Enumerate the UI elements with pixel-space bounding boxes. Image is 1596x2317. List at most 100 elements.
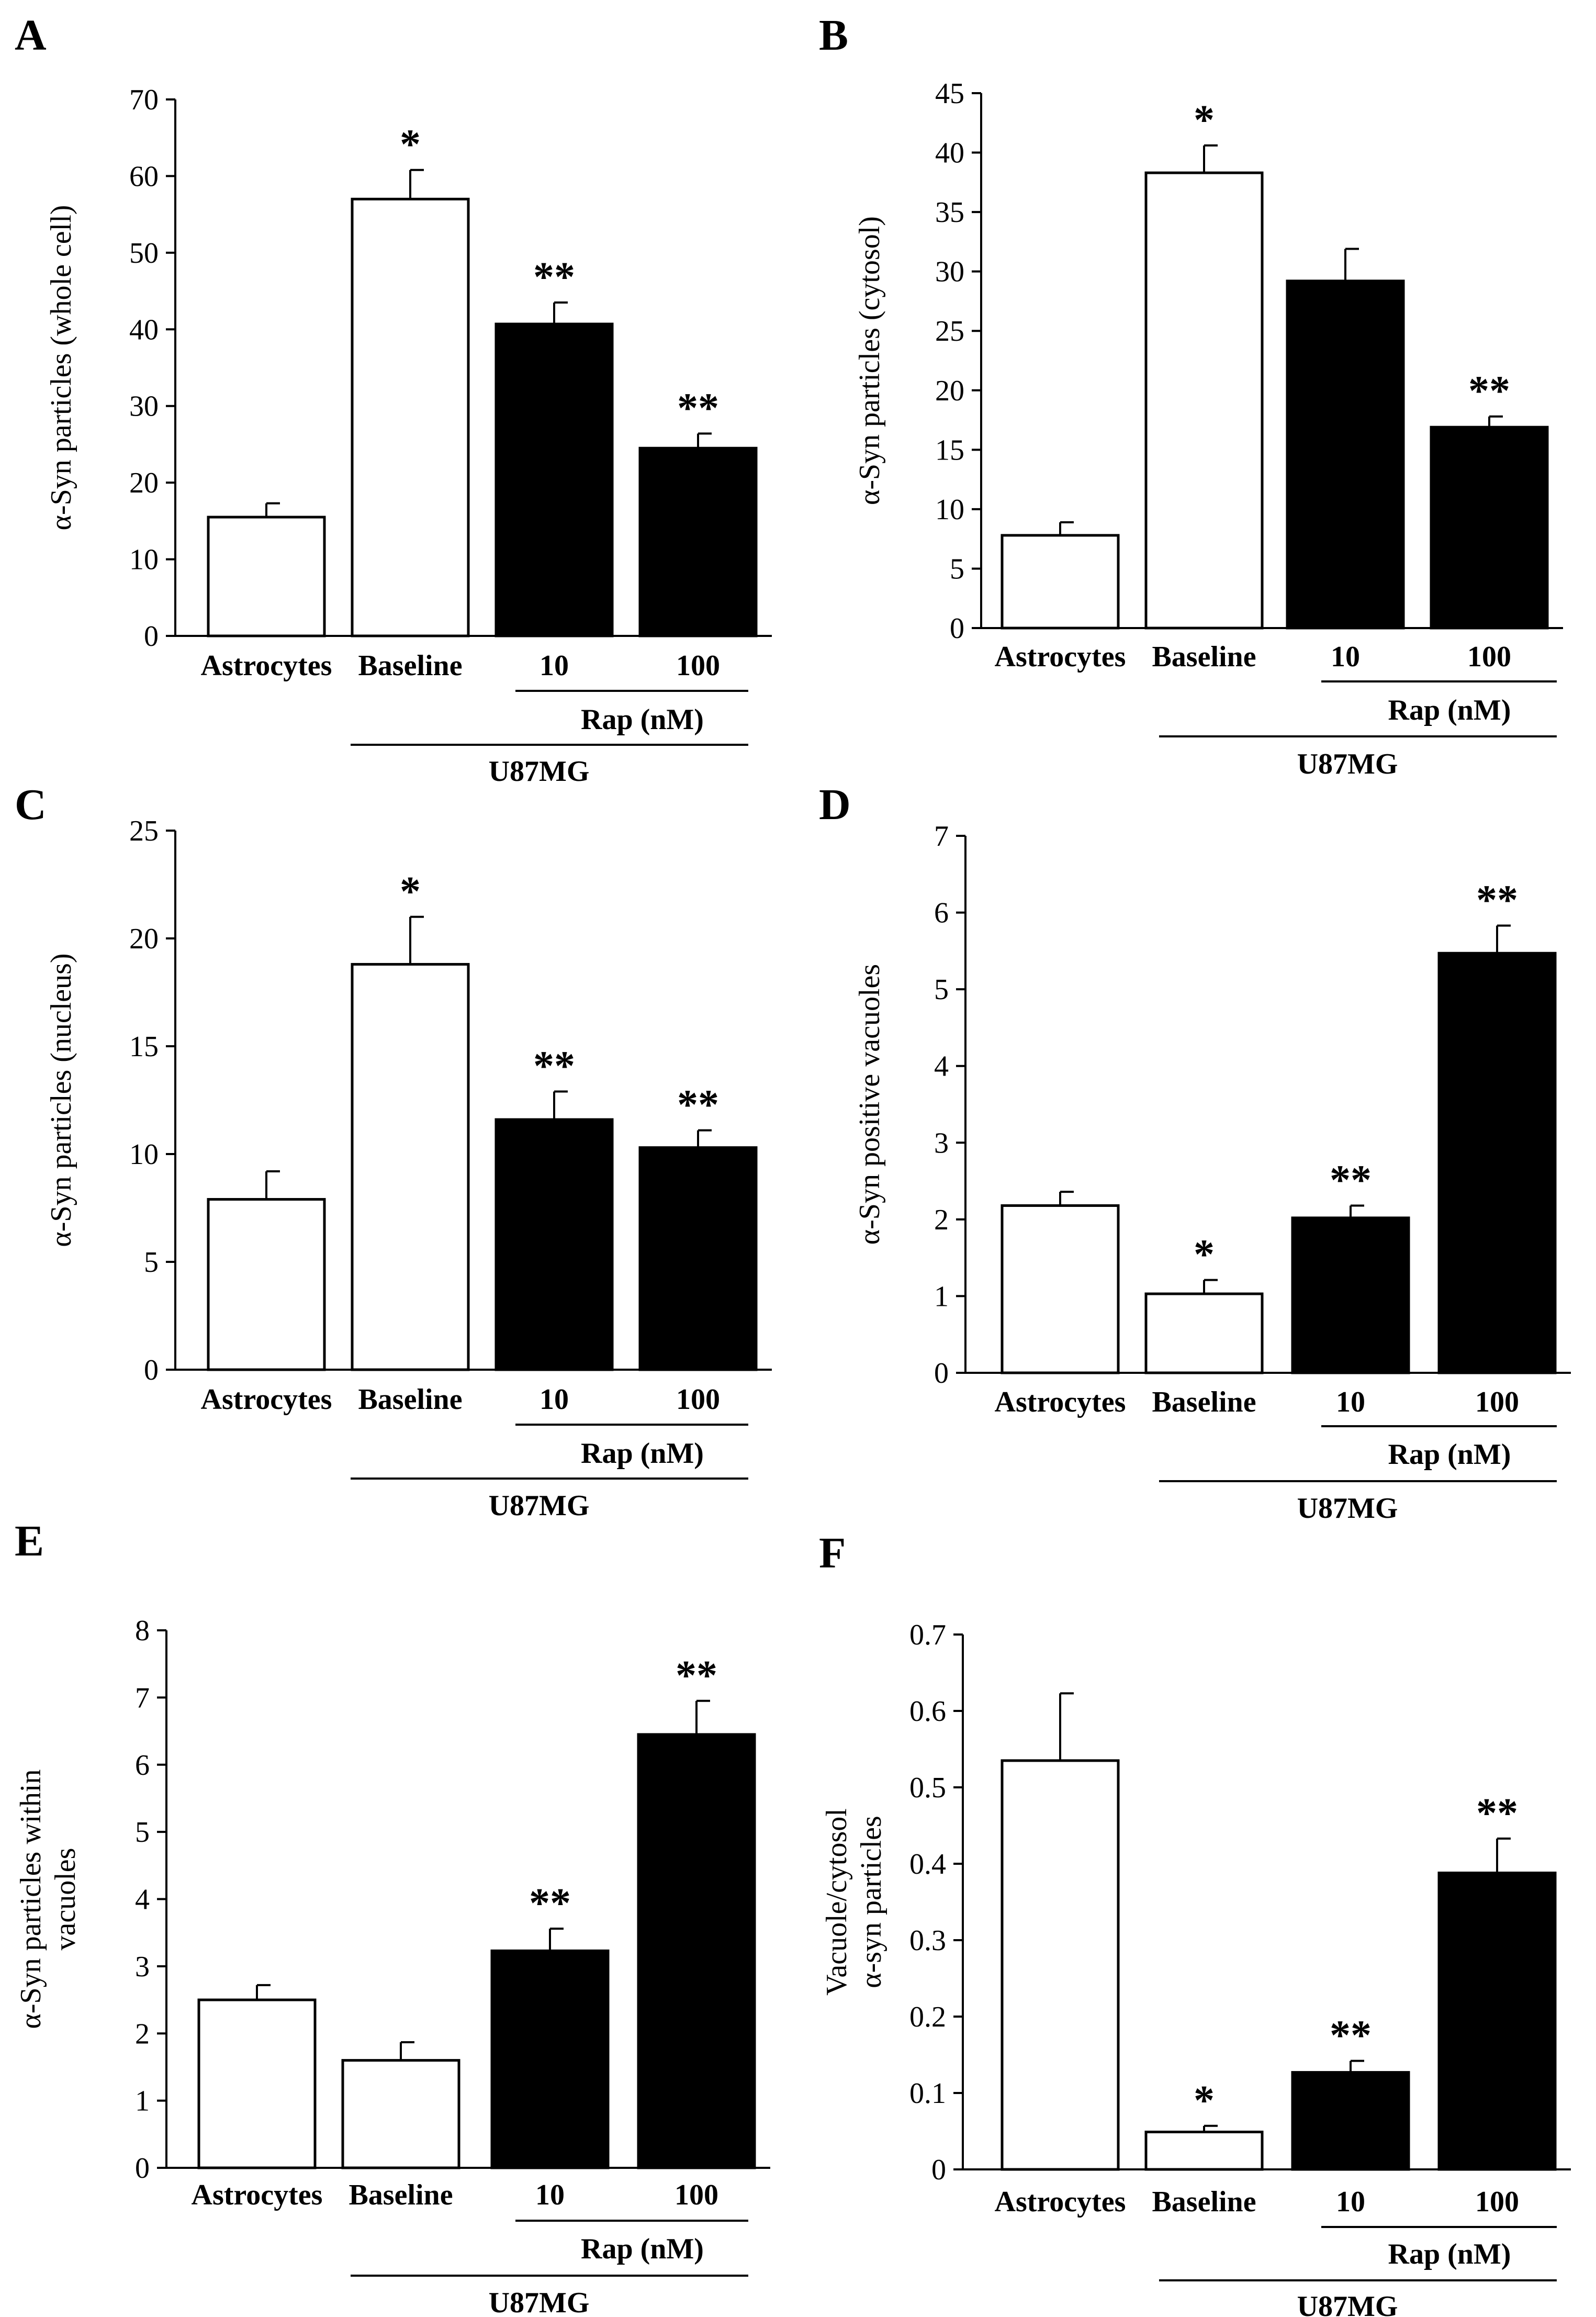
bar-2 [351, 197, 470, 637]
y-tick-label: 25 [935, 315, 964, 348]
bar-2 [1144, 171, 1264, 630]
category-label: 10 [1336, 1386, 1365, 1418]
significance-marker: ** [529, 1881, 571, 1927]
y-tick-label: 15 [129, 1031, 159, 1063]
y-tick-label: 0 [144, 1354, 159, 1386]
bar-1 [197, 1998, 317, 2169]
y-tick-label: 0.5 [909, 1772, 946, 1804]
significance-marker: * [400, 869, 421, 915]
y-tick-label: 0.6 [909, 1695, 946, 1728]
bar-3 [1291, 2071, 1410, 2171]
y-tick-label: 5 [950, 553, 964, 585]
y-tick-label: 10 [129, 544, 159, 576]
panel-letter: D [819, 780, 851, 829]
y-tick-label: 6 [934, 897, 949, 930]
cell-group-label: U87MG [489, 755, 590, 788]
y-tick-label: 20 [129, 923, 159, 955]
cell-group-label: U87MG [1297, 2290, 1398, 2317]
significance-marker: * [1194, 97, 1215, 143]
y-axis-label: Vacuole/cytosol [821, 1808, 853, 1996]
y-tick-label: 0.4 [909, 1848, 946, 1881]
y-tick-label: 20 [935, 375, 964, 407]
bar-4 [1437, 952, 1557, 1374]
bar-2 [1144, 2130, 1264, 2171]
significance-marker: ** [1330, 1157, 1372, 1203]
category-label: Astrocytes [201, 650, 332, 682]
category-label: 10 [1331, 641, 1360, 673]
y-tick-label: 35 [935, 196, 964, 229]
bar-3 [494, 1118, 614, 1371]
significance-marker: ** [677, 385, 719, 431]
y-axis-label: vacuoles [49, 1848, 82, 1951]
significance-marker: ** [533, 254, 575, 300]
bar-1 [207, 516, 326, 637]
rap-group-label: Rap (nM) [581, 1437, 704, 1470]
y-tick-label: 10 [935, 494, 964, 526]
rap-label-text: Rap [581, 2233, 633, 2265]
rap-group-label: Rap (nM) [581, 703, 704, 736]
category-label: Astrocytes [201, 1383, 332, 1416]
units-label: (nM) [633, 1437, 704, 1470]
y-tick-label: 15 [935, 434, 964, 466]
y-tick-label: 40 [935, 137, 964, 170]
y-tick-label: 20 [129, 467, 159, 499]
significance-marker: ** [1476, 877, 1518, 923]
y-tick-label: 0 [135, 2152, 150, 2185]
significance-marker: * [1194, 2078, 1215, 2124]
rap-label-text: Rap [1388, 1438, 1441, 1471]
rap-group-label: Rap (nM) [1388, 694, 1511, 726]
y-axis-label: α-Syn particles (cytosol) [853, 216, 886, 505]
category-label: 10 [1336, 2186, 1365, 2218]
units-label: (nM) [633, 703, 704, 736]
chart-panel-e: E 0 1 2 3 4 5 6 7 8 α-Syn particles within vacuoles… [15, 1517, 770, 2317]
rap-label-text: Rap [581, 703, 633, 736]
bar-2 [351, 962, 470, 1371]
y-tick-label: 7 [135, 1682, 150, 1714]
significance-marker: ** [1468, 368, 1510, 415]
category-label: Baseline [349, 2179, 453, 2211]
category-label: Astrocytes [995, 641, 1126, 673]
significance-marker: ** [533, 1044, 575, 1090]
y-tick-label: 5 [144, 1246, 159, 1279]
units-label: (nM) [1440, 1438, 1511, 1471]
rap-label-text: Rap [581, 1437, 633, 1470]
y-tick-label: 4 [934, 1050, 949, 1083]
bar-1 [1001, 534, 1120, 630]
bar-3 [490, 1949, 610, 2169]
y-tick-label: 5 [934, 973, 949, 1006]
bar-4 [638, 446, 758, 637]
category-label: 100 [676, 1383, 720, 1416]
category-label: 10 [540, 650, 569, 682]
chart-panel-d: D 0 1 2 3 4 5 6 7 α-Syn positive vacuoles Astrocyt… [819, 780, 1571, 1525]
y-tick-label: 1 [934, 1280, 949, 1313]
panel-letter: C [15, 780, 47, 829]
cell-group-label: U87MG [489, 1490, 590, 1522]
significance-marker: * [400, 122, 421, 168]
units-label: (nM) [1440, 2238, 1511, 2270]
y-tick-label: 3 [135, 1951, 150, 1983]
bar-3 [1286, 279, 1405, 630]
category-label: Baseline [1152, 641, 1256, 673]
panel-letter: B [819, 11, 848, 60]
significance-marker: * [1194, 1232, 1215, 1278]
y-tick-label: 0 [934, 1357, 949, 1390]
significance-marker: ** [676, 1653, 717, 1699]
y-axis-label: α-Syn positive vacuoles [853, 964, 886, 1245]
y-tick-label: 3 [934, 1127, 949, 1159]
y-tick-label: 30 [129, 390, 159, 423]
panel-letter: A [15, 11, 47, 60]
category-label: Baseline [1152, 2186, 1256, 2218]
category-label: Astrocytes [995, 2186, 1126, 2218]
y-tick-label: 0.7 [909, 1619, 946, 1651]
y-tick-label: 4 [135, 1884, 150, 1916]
bar-1 [1001, 1759, 1120, 2171]
chart-panel-c: C 0 5 10 15 20 25 α-Syn particles (nucleus) Astr… [15, 780, 772, 1522]
bar-4 [1430, 426, 1549, 630]
category-label: 10 [540, 1383, 569, 1416]
bar-1 [1001, 1204, 1120, 1374]
category-label: 100 [1475, 2186, 1519, 2218]
category-label: 100 [676, 650, 720, 682]
chart-panel-a: A 0 10 20 30 40 50 60 70 α-Syn particles (whole c… [15, 11, 772, 788]
y-tick-label: 40 [129, 314, 159, 346]
